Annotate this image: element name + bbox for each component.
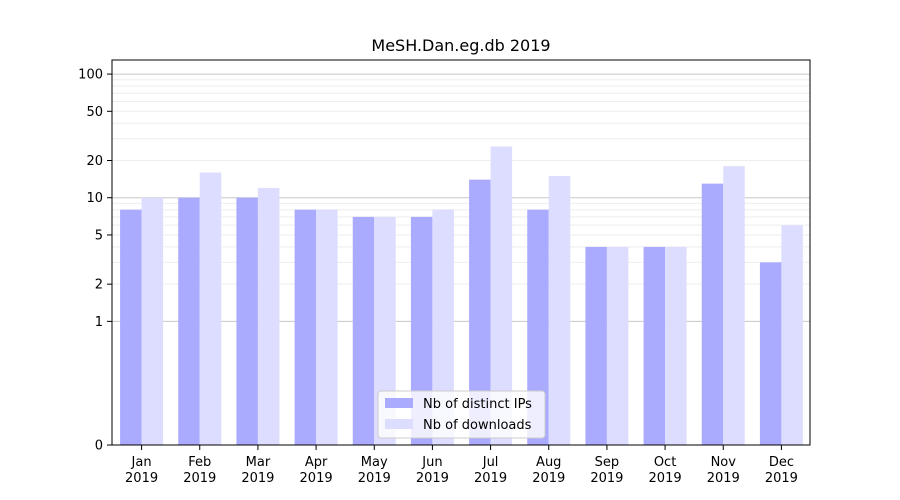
x-tick-label: Mar 2019 bbox=[241, 455, 274, 486]
chart-title: MeSH.Dan.eg.db 2019 bbox=[371, 36, 550, 55]
y-axis: 0 1 2 5 10 20 50 100 bbox=[78, 68, 112, 454]
bar-distinct-ips bbox=[294, 209, 317, 445]
legend-swatch-downloads bbox=[385, 419, 413, 429]
y-tick-label: 50 bbox=[86, 105, 103, 120]
bar-downloads bbox=[316, 209, 338, 445]
bar-distinct-ips bbox=[120, 209, 142, 445]
legend-box bbox=[377, 390, 546, 439]
bar-distinct-ips bbox=[410, 216, 433, 445]
legend-label-distinct-ips: Nb of distinct IPs bbox=[423, 397, 532, 412]
bar-downloads bbox=[781, 225, 803, 445]
x-tick-label: Nov 2019 bbox=[707, 455, 740, 486]
bar-distinct-ips bbox=[236, 197, 258, 445]
bar-downloads bbox=[257, 187, 280, 445]
y-tick-label: 2 bbox=[95, 278, 103, 293]
grid-lines bbox=[112, 73, 810, 322]
bar-downloads bbox=[141, 197, 164, 445]
legend-label-downloads: Nb of downloads bbox=[423, 418, 532, 433]
x-tick-label: Jan 2019 bbox=[125, 455, 158, 486]
y-tick-label: 20 bbox=[86, 154, 103, 169]
x-tick-label: Jun 2019 bbox=[416, 455, 449, 486]
bar-downloads bbox=[374, 216, 396, 445]
y-tick-label: 10 bbox=[86, 191, 103, 206]
bar-downloads bbox=[723, 166, 745, 445]
bar-downloads bbox=[548, 175, 571, 445]
bar-distinct-ips bbox=[643, 246, 666, 445]
x-tick-label: May 2019 bbox=[358, 455, 391, 486]
bar-downloads bbox=[432, 209, 454, 445]
bar-distinct-ips bbox=[701, 183, 724, 445]
bar-distinct-ips bbox=[585, 246, 607, 445]
x-tick-label: Apr 2019 bbox=[300, 455, 333, 486]
x-tick-label: Feb 2019 bbox=[183, 455, 216, 486]
bar-downloads bbox=[199, 172, 222, 446]
bar-distinct-ips bbox=[352, 216, 375, 445]
legend: Nb of distinct IPs Nb of downloads bbox=[377, 390, 546, 439]
x-tick-label: Aug 2019 bbox=[532, 455, 565, 486]
bar-distinct-ips bbox=[759, 262, 782, 445]
bar-downloads bbox=[665, 246, 687, 445]
x-tick-label: Oct 2019 bbox=[649, 455, 682, 486]
x-tick-label: Dec 2019 bbox=[765, 455, 798, 486]
y-tick-label: 1 bbox=[95, 315, 103, 330]
bar-distinct-ips bbox=[527, 209, 549, 445]
x-tick-label: Jul 2019 bbox=[474, 455, 507, 486]
y-tick-label: 5 bbox=[95, 228, 103, 243]
legend-swatch-distinct-ips bbox=[385, 398, 413, 408]
bar-downloads bbox=[490, 146, 513, 445]
plot-frame bbox=[111, 59, 811, 446]
bar-distinct-ips bbox=[469, 179, 491, 446]
y-tick-label: 100 bbox=[78, 68, 103, 83]
y-tick-label: 0 bbox=[95, 439, 103, 454]
bar-distinct-ips bbox=[178, 197, 200, 445]
x-tick-label: Sep 2019 bbox=[590, 455, 623, 486]
bars bbox=[120, 146, 803, 446]
bar-downloads bbox=[606, 246, 629, 445]
x-axis: Jan 2019 Feb 2019 Mar 2019 Apr 2019 May 2019 Jun 20… bbox=[125, 445, 798, 486]
